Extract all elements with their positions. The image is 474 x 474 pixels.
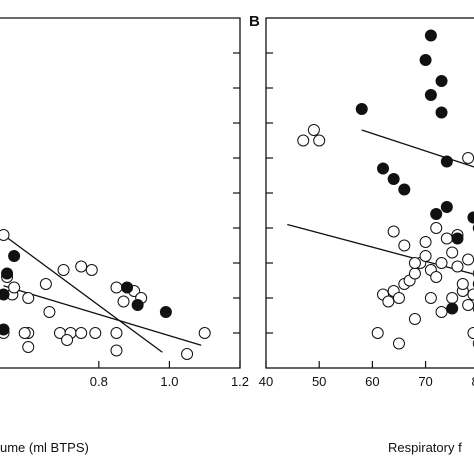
filled-data-point xyxy=(424,29,437,42)
open-data-point xyxy=(398,239,411,252)
open-data-point xyxy=(392,292,405,304)
open-data-point xyxy=(456,278,469,290)
open-data-point xyxy=(462,152,474,164)
open-data-point xyxy=(39,278,52,290)
open-data-point xyxy=(22,341,35,353)
filled-data-point xyxy=(159,306,172,318)
filled-data-point xyxy=(377,162,390,175)
open-data-point xyxy=(440,232,453,245)
open-data-point xyxy=(446,292,459,304)
open-data-point xyxy=(462,299,474,311)
filled-data-point xyxy=(131,299,144,311)
x-tick-label: 40 xyxy=(259,374,273,389)
filled-data-point xyxy=(8,250,21,262)
open-data-point xyxy=(181,348,194,360)
filled-data-point xyxy=(355,103,368,115)
panel-a-y-ticks xyxy=(233,52,240,334)
open-data-point xyxy=(22,292,35,304)
regression-line xyxy=(3,285,202,346)
open-data-point xyxy=(446,246,459,259)
open-data-point xyxy=(75,260,88,273)
regression-line xyxy=(3,234,163,353)
open-data-point xyxy=(430,222,443,234)
panel-a-fit-lines xyxy=(3,234,202,353)
open-data-point xyxy=(297,134,310,147)
x-tick-label: 0.8 xyxy=(90,374,108,389)
filled-data-point xyxy=(467,211,474,224)
open-data-point xyxy=(430,271,443,283)
panel-b-points xyxy=(297,29,474,350)
open-data-point xyxy=(408,267,421,280)
open-data-point xyxy=(451,260,464,273)
open-data-point xyxy=(467,288,474,301)
filled-data-point xyxy=(121,281,134,294)
filled-data-point xyxy=(1,267,14,280)
filled-data-point xyxy=(419,54,432,66)
open-data-point xyxy=(419,236,432,248)
open-data-point xyxy=(408,257,421,269)
open-data-point xyxy=(8,281,21,294)
filled-data-point xyxy=(435,106,448,119)
panel-a-x-ticks xyxy=(98,361,241,368)
open-data-point xyxy=(61,334,74,346)
open-data-point xyxy=(313,134,326,147)
panel-b: B 40 50 60 70 80 Respiratory f xyxy=(249,13,474,455)
filled-data-point xyxy=(0,288,10,301)
filled-data-point xyxy=(0,323,10,336)
open-data-point xyxy=(371,327,384,339)
filled-data-point xyxy=(398,183,411,196)
filled-data-point xyxy=(440,201,453,213)
panel-b-y-ticks xyxy=(266,52,273,334)
open-data-point xyxy=(435,257,448,269)
open-data-point xyxy=(462,253,474,266)
open-data-point xyxy=(85,264,98,276)
filled-data-point xyxy=(451,232,464,245)
open-data-point xyxy=(110,344,123,357)
open-data-point xyxy=(467,327,474,339)
filled-data-point xyxy=(435,75,448,87)
open-data-point xyxy=(424,292,437,304)
x-tick-label: 60 xyxy=(365,374,379,389)
open-data-point xyxy=(307,124,320,136)
open-data-point xyxy=(110,281,123,294)
open-data-point xyxy=(435,306,448,318)
open-data-point xyxy=(392,337,405,350)
open-data-point xyxy=(408,313,421,325)
panel-a: 0.8 1.0 1.2 ume (ml BTPS) xyxy=(0,17,249,455)
open-data-point xyxy=(75,327,88,339)
panel-a-x-axis-label: ume (ml BTPS) xyxy=(0,440,89,455)
open-data-point xyxy=(0,229,10,241)
panel-a-frame xyxy=(0,17,241,369)
open-data-point xyxy=(382,295,395,308)
filled-data-point xyxy=(430,208,443,220)
filled-data-point xyxy=(424,89,437,101)
x-tick-label: 1.2 xyxy=(231,374,249,389)
panel-b-x-axis-label: Respiratory f xyxy=(388,440,462,455)
open-data-point xyxy=(18,327,31,339)
x-tick-label: 1.0 xyxy=(160,374,178,389)
filled-data-point xyxy=(440,155,453,168)
panel-a-x-tick-labels: 0.8 1.0 1.2 xyxy=(90,374,249,389)
open-data-point xyxy=(387,225,400,238)
panel-b-x-tick-labels: 40 50 60 70 80 xyxy=(259,374,474,389)
x-tick-label: 80 xyxy=(472,374,474,389)
open-data-point xyxy=(89,327,102,339)
open-data-point xyxy=(57,264,70,276)
panel-b-x-ticks xyxy=(265,361,427,368)
x-tick-label: 50 xyxy=(312,374,326,389)
open-data-point xyxy=(419,250,432,262)
regression-line xyxy=(361,129,474,168)
panel-a-points xyxy=(0,229,211,360)
x-tick-label: 70 xyxy=(418,374,432,389)
filled-data-point xyxy=(387,173,400,185)
open-data-point xyxy=(43,306,56,318)
filled-data-point xyxy=(446,302,459,315)
open-data-point xyxy=(117,295,130,308)
panel-b-letter: B xyxy=(249,13,260,30)
open-data-point xyxy=(198,327,211,339)
open-data-point xyxy=(110,327,123,339)
